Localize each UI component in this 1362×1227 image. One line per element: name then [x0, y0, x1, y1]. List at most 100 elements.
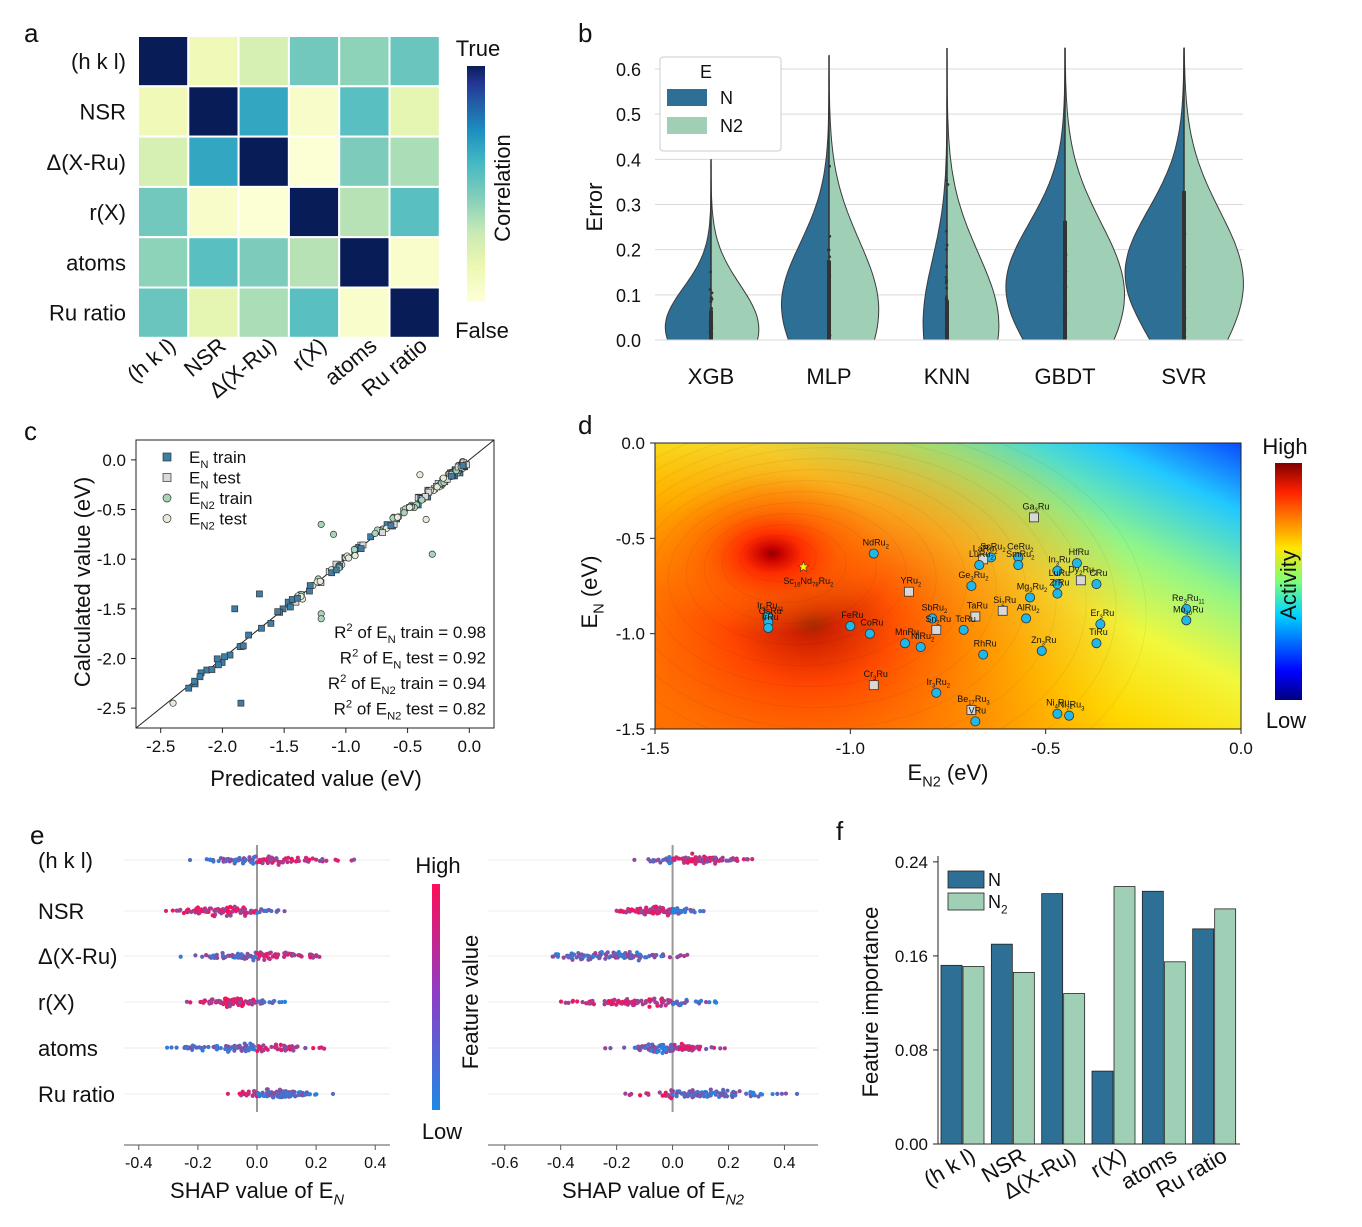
heatmap-cell: [237, 236, 290, 289]
shap-point: [226, 1044, 231, 1049]
material-label: Cr3Ru: [864, 669, 888, 682]
legend-marker-circle: [162, 514, 172, 523]
shap-point: [307, 857, 312, 863]
shap-point: [722, 1046, 727, 1051]
shap-point: [725, 1088, 730, 1093]
heatmap-cell: [287, 85, 341, 138]
shap-point: [248, 953, 253, 959]
parity-point-square: [231, 605, 239, 613]
parity-legend-label: EN test: [189, 469, 241, 492]
shap-point: [563, 1000, 568, 1005]
shap-point: [794, 1091, 800, 1097]
shap-point: [631, 955, 636, 960]
shap-point: [317, 1045, 322, 1051]
material-label: Er3Ru: [1090, 608, 1114, 621]
shap-point: [623, 1001, 628, 1006]
panel-label-c: c: [24, 416, 37, 446]
shap-point: [696, 1046, 701, 1051]
heatmap-cell: [137, 135, 190, 188]
shap-point: [623, 1091, 628, 1096]
shap-point: [194, 907, 199, 912]
shap-point: [200, 999, 205, 1004]
shap-point: [297, 953, 303, 958]
violin-point: [1182, 259, 1186, 263]
activity-colorbar: [1275, 463, 1302, 700]
shap-point: [199, 909, 204, 914]
shap-point: [280, 860, 285, 865]
shap-point: [210, 913, 215, 918]
shap-point: [221, 1002, 226, 1007]
violin-point: [1183, 249, 1186, 253]
shap-point: [667, 955, 673, 960]
parity-point-circle: [329, 530, 338, 538]
r2-annotation: R2 of EN train = 0.98: [334, 622, 486, 646]
material-label: TiRu: [1089, 627, 1108, 637]
shap-point: [675, 1001, 680, 1006]
material-label: NiRu2: [911, 631, 934, 644]
shap-point: [667, 909, 672, 914]
x-category-label: MLP: [806, 364, 851, 389]
shap-point: [349, 858, 354, 863]
material-label: NdRu2: [863, 538, 889, 551]
material-label: RhRu: [974, 639, 997, 649]
shap-point: [701, 909, 706, 914]
parity-point-circle: [345, 554, 353, 562]
y-tick-label: 0.1: [616, 286, 641, 306]
shap-point: [269, 857, 274, 863]
shap-point: [650, 952, 655, 958]
shap-point: [170, 908, 175, 913]
shap-point: [200, 954, 205, 959]
y-tick-label: 0.0: [616, 331, 641, 351]
shap-point: [299, 1093, 305, 1098]
material-label: Mg3Ru2: [1017, 581, 1048, 594]
legend-marker-square: [162, 452, 172, 462]
shap-point: [675, 955, 680, 960]
y-axis-label: EN (eV): [577, 556, 608, 629]
shap-point: [733, 1093, 738, 1098]
parity-point-square: [425, 488, 433, 496]
shap-point: [663, 1047, 668, 1052]
violin-point: [1062, 318, 1066, 322]
shap-point: [612, 997, 617, 1002]
shap-point: [697, 1001, 702, 1006]
panel-label-e: e: [30, 820, 45, 850]
shap-point: [629, 1091, 634, 1097]
shap-point: [269, 1044, 274, 1050]
material-point-circle: [1181, 615, 1192, 626]
colorbar-bottom-label: Low: [1266, 708, 1306, 733]
shap-point: [712, 1090, 717, 1095]
violin-point: [944, 316, 948, 319]
shap-point: [653, 904, 659, 909]
shap-point: [184, 999, 190, 1004]
shap-point: [593, 951, 598, 956]
violin-point: [1064, 250, 1067, 254]
violin-point: [828, 234, 832, 238]
shap-point: [250, 1002, 255, 1007]
y-tick-label: 0.0: [621, 434, 645, 453]
violin-point: [945, 309, 949, 313]
activity-map-frame: [654, 442, 1242, 730]
optimum-star-label: Sc16Nd78Ru2: [783, 576, 833, 589]
shap-point: [770, 1091, 775, 1097]
heatmap-cell: [388, 85, 441, 138]
material-label: Ga3Ru: [1023, 501, 1050, 514]
shap-point: [688, 1089, 693, 1094]
x-tick-label: -2.5: [146, 737, 175, 756]
shap-point: [640, 1002, 645, 1007]
material-label: CoRu: [860, 618, 883, 628]
material-label: MnRu: [895, 627, 919, 637]
shap-point: [697, 855, 702, 860]
shap-point: [574, 955, 579, 960]
violin-point: [827, 302, 831, 306]
shap-point: [659, 954, 664, 959]
shap-point: [243, 999, 248, 1004]
shap-point: [206, 1044, 211, 1050]
shap-point: [660, 908, 665, 913]
shap-point: [242, 954, 247, 960]
shap-point: [631, 1000, 636, 1005]
violin-point: [1183, 309, 1186, 313]
violin-half-n: [1005, 47, 1066, 341]
violin-point: [709, 321, 712, 325]
shap-right-x-label: SHAP value of EN2: [562, 1178, 744, 1209]
violin-point: [828, 274, 832, 278]
